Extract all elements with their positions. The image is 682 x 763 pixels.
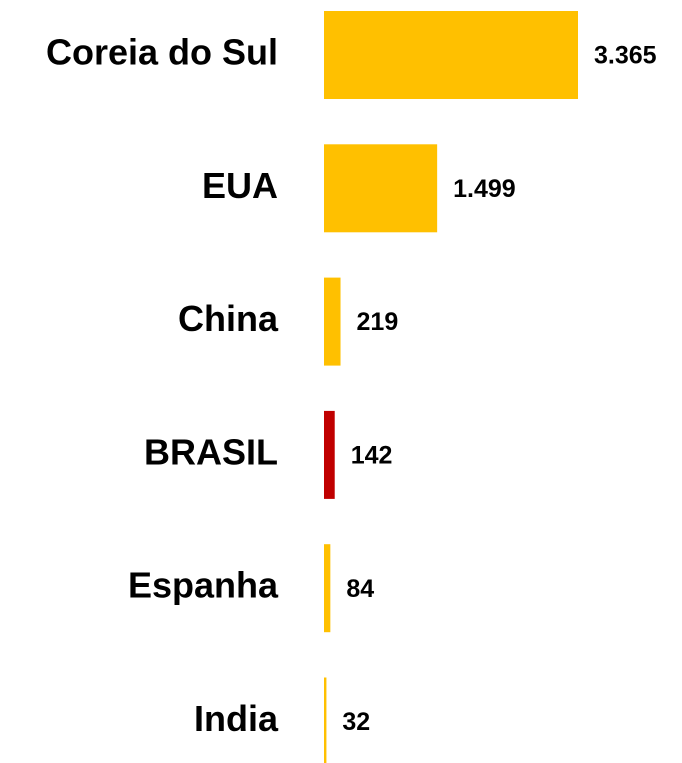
bar [324,544,331,633]
value-label: 84 [346,575,374,603]
value-label: 3.365 [594,42,657,70]
bar [324,144,438,233]
category-label: India [194,698,279,739]
value-label: 32 [342,708,370,736]
bar [324,677,327,763]
category-label: BRASIL [144,431,278,472]
value-label: 1.499 [453,175,516,203]
category-label: China [178,298,279,339]
value-label: 142 [351,442,393,470]
category-label: Coreia do Sul [46,32,278,73]
category-label: EUA [202,165,278,206]
bar [324,277,341,366]
category-label: Espanha [128,565,279,606]
bar [324,410,335,499]
bar [324,11,578,99]
value-label: 219 [357,308,399,336]
